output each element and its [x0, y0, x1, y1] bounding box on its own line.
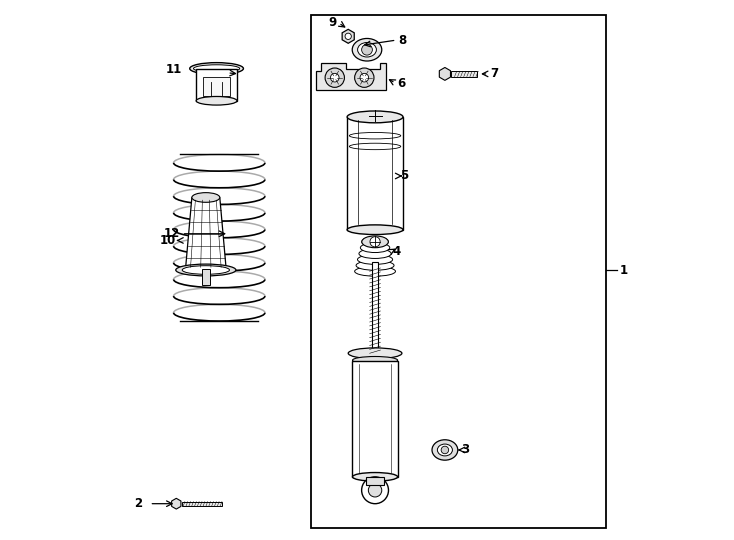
Ellipse shape	[362, 237, 388, 247]
Text: 5: 5	[400, 170, 408, 183]
Circle shape	[330, 73, 339, 82]
Ellipse shape	[175, 264, 236, 276]
Polygon shape	[342, 29, 355, 43]
Ellipse shape	[352, 38, 382, 61]
Bar	[202, 269, 210, 285]
Circle shape	[355, 68, 374, 87]
Ellipse shape	[352, 356, 398, 364]
Ellipse shape	[437, 444, 452, 456]
Circle shape	[362, 44, 372, 55]
Text: 10: 10	[160, 234, 176, 247]
Text: 9: 9	[328, 16, 336, 29]
Circle shape	[362, 477, 388, 504]
Text: 7: 7	[490, 68, 498, 80]
Bar	[352, 361, 398, 477]
Bar	[203, 77, 230, 97]
Circle shape	[345, 33, 352, 39]
Text: 3: 3	[461, 443, 469, 456]
Circle shape	[370, 237, 380, 247]
Text: 4: 4	[393, 245, 401, 258]
Text: 6: 6	[397, 77, 405, 90]
Ellipse shape	[182, 266, 230, 274]
Ellipse shape	[362, 236, 388, 248]
Bar	[181, 502, 222, 506]
Polygon shape	[172, 498, 181, 509]
Ellipse shape	[357, 255, 393, 265]
Text: 1: 1	[619, 264, 628, 276]
Ellipse shape	[432, 440, 458, 460]
Ellipse shape	[355, 267, 396, 276]
Ellipse shape	[359, 249, 391, 259]
Circle shape	[325, 68, 344, 87]
Bar	[451, 71, 477, 77]
Ellipse shape	[360, 243, 390, 253]
Ellipse shape	[347, 111, 403, 123]
Circle shape	[368, 483, 382, 497]
Polygon shape	[316, 63, 386, 90]
Bar	[310, 15, 606, 528]
Circle shape	[441, 446, 448, 454]
Ellipse shape	[194, 65, 240, 72]
Ellipse shape	[357, 43, 377, 57]
Ellipse shape	[356, 261, 394, 270]
Ellipse shape	[196, 97, 237, 105]
Bar	[347, 117, 403, 230]
Ellipse shape	[192, 193, 219, 202]
Ellipse shape	[348, 348, 402, 359]
Text: 2: 2	[134, 497, 142, 510]
Ellipse shape	[347, 225, 403, 234]
Polygon shape	[440, 68, 451, 80]
Text: 11: 11	[165, 63, 181, 76]
Bar	[196, 69, 237, 101]
Bar	[366, 477, 385, 485]
Text: 8: 8	[398, 33, 407, 46]
Circle shape	[360, 73, 368, 82]
Bar	[372, 262, 378, 359]
Text: 12: 12	[164, 227, 180, 240]
Polygon shape	[186, 198, 226, 270]
Ellipse shape	[352, 472, 398, 481]
Ellipse shape	[189, 63, 244, 75]
